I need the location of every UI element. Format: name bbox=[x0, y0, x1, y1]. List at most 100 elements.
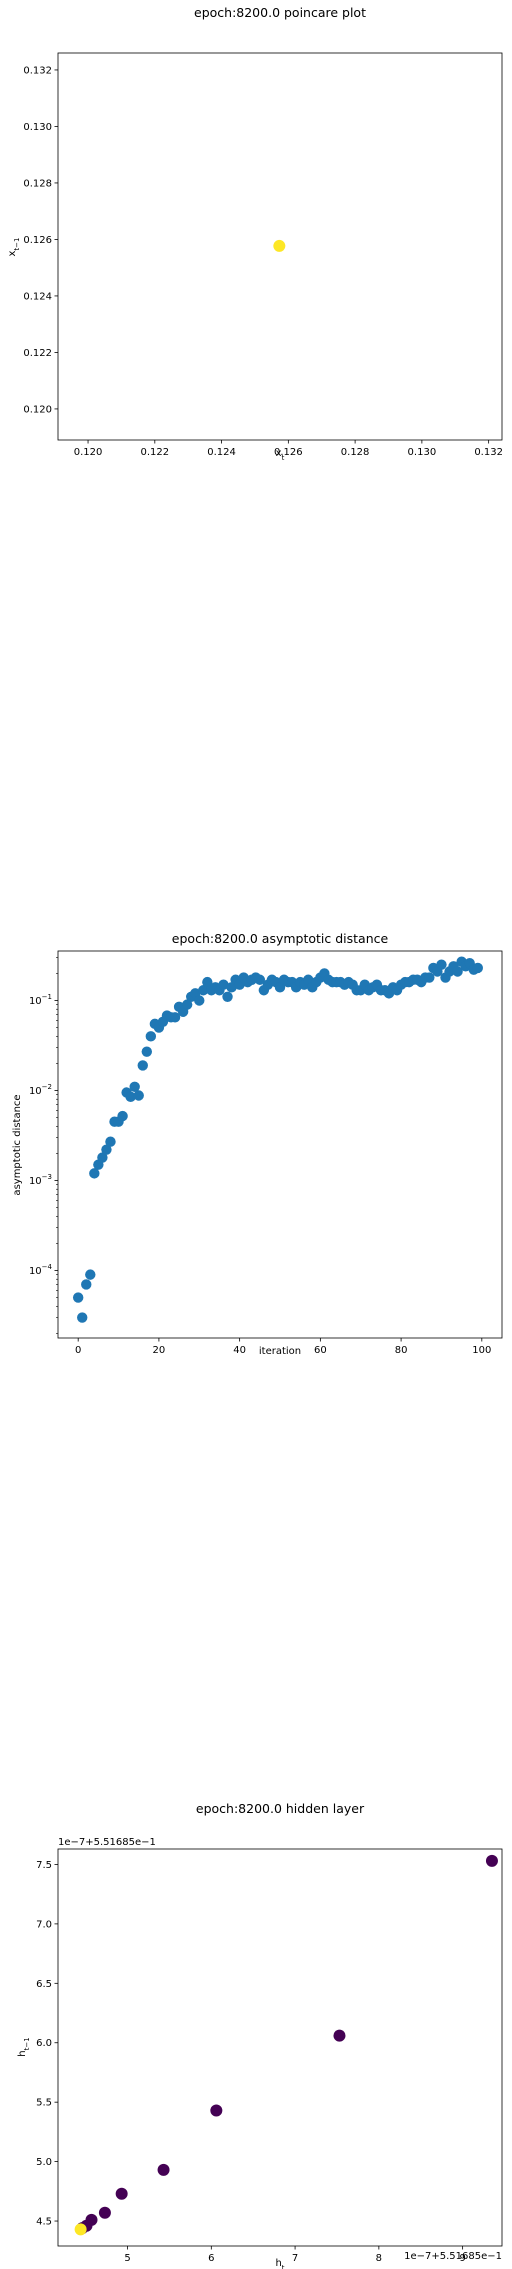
y-tick-label: 7.0 bbox=[36, 1919, 52, 1930]
y-tick-label: 7.5 bbox=[36, 1860, 52, 1871]
x-tick-label: 9 bbox=[459, 2253, 465, 2264]
distance-point bbox=[117, 1110, 128, 1122]
y-tick-label: 0.122 bbox=[23, 348, 52, 359]
y-tick-exp: −2 bbox=[42, 1083, 52, 1091]
y-tick-base: 10 bbox=[29, 1266, 42, 1277]
y-tick-label: 10−1 bbox=[29, 993, 52, 1007]
hidden-layer-point bbox=[210, 2104, 223, 2117]
distance-point bbox=[97, 1152, 108, 1163]
x-tick-label: 0.122 bbox=[140, 447, 169, 458]
hidden-layer-y-ticks: 4.5 5.0 5.5 6.0 6.5 7.0 7.5 bbox=[36, 1860, 58, 2228]
hidden-layer-title: epoch:8200.0 hidden layer bbox=[196, 1801, 365, 1816]
hidden-layer-axes bbox=[57, 1848, 503, 2247]
distance-point bbox=[129, 1081, 140, 1092]
distance-point bbox=[452, 966, 463, 977]
hidden-layer-point bbox=[115, 2187, 128, 2200]
distance-point bbox=[89, 1168, 100, 1179]
poincare-plot-ylabel-sub: t−1 bbox=[13, 238, 21, 251]
x-tick-label: 20 bbox=[153, 1345, 166, 1356]
hidden-layer-x-offset: 1e−7+5.51685e−1 bbox=[404, 2251, 502, 2262]
hidden-layer-x-ticks: 5 6 7 8 9 bbox=[124, 2246, 466, 2264]
distance-point bbox=[194, 995, 205, 1006]
hidden-layer-xlabel: ht bbox=[275, 2258, 284, 2269]
y-tick-exp: −3 bbox=[42, 1173, 52, 1181]
hidden-layer-point bbox=[485, 1854, 498, 1867]
asymptotic-distance-y-ticks: 10−410−310−210−1 bbox=[29, 957, 58, 1334]
y-tick-base: 10 bbox=[29, 1176, 42, 1187]
asymptotic-distance-plot: epoch:8200.0 asymptotic distance 0 20 40 60… bbox=[12, 931, 503, 1357]
x-tick-label: 8 bbox=[376, 2253, 382, 2264]
hidden-layer-points bbox=[74, 1854, 498, 2236]
asymptotic-distance-title: epoch:8200.0 asymptotic distance bbox=[172, 931, 389, 946]
y-tick-label: 10−2 bbox=[29, 1083, 52, 1097]
poincare-plot: epoch:8200.0 poincare plot 0.120 0.122 0.1… bbox=[7, 5, 503, 462]
y-tick-label: 0.126 bbox=[23, 235, 52, 246]
y-tick-exp: −1 bbox=[42, 993, 52, 1001]
hidden-layer-point bbox=[333, 2029, 346, 2042]
y-tick-label: 0.124 bbox=[23, 291, 52, 302]
asymptotic-distance-axes bbox=[57, 950, 503, 1339]
distance-point bbox=[424, 972, 435, 983]
poincare-point bbox=[273, 239, 286, 252]
hidden-layer-y-offset: 1e−7+5.51685e−1 bbox=[58, 1837, 156, 1848]
poincare-plot-points bbox=[273, 239, 286, 252]
x-tick-label: 0.128 bbox=[341, 447, 370, 458]
y-tick-label: 6.5 bbox=[36, 1979, 52, 1990]
distance-point bbox=[181, 999, 193, 1010]
distance-point bbox=[145, 1031, 157, 1042]
poincare-plot-axes bbox=[57, 52, 503, 441]
poincare-plot-title: epoch:8200.0 poincare plot bbox=[194, 5, 366, 20]
x-tick-label: 0 bbox=[75, 1345, 81, 1356]
distance-point bbox=[81, 1279, 92, 1290]
distance-point bbox=[85, 1269, 96, 1280]
x-tick-label: 6 bbox=[208, 2253, 214, 2264]
distance-point bbox=[472, 962, 483, 974]
y-tick-label: 0.120 bbox=[23, 404, 52, 415]
hidden-layer-point bbox=[74, 2223, 87, 2236]
y-tick-label: 6.0 bbox=[36, 2038, 52, 2049]
x-tick-label: 40 bbox=[233, 1345, 246, 1356]
y-tick-base: 10 bbox=[29, 1086, 42, 1097]
distance-point bbox=[101, 1144, 112, 1155]
distance-point bbox=[125, 1091, 136, 1103]
x-tick-label: 0.126 bbox=[274, 447, 303, 458]
distance-point bbox=[254, 974, 266, 985]
x-tick-label: 0.130 bbox=[408, 447, 437, 458]
hidden-layer-ylabel: ht−1 bbox=[17, 2037, 31, 2056]
distance-point bbox=[137, 1060, 148, 1071]
y-tick-label: 10−4 bbox=[29, 1263, 53, 1277]
asymptotic-distance-ylabel: asymptotic distance bbox=[12, 1094, 23, 1195]
y-tick-label: 0.132 bbox=[23, 65, 52, 76]
x-tick-label: 5 bbox=[124, 2253, 130, 2264]
y-tick-base: 10 bbox=[29, 996, 42, 1007]
asymptotic-distance-points bbox=[72, 956, 483, 1323]
hidden-layer-ylabel-sub: t−1 bbox=[23, 2037, 31, 2050]
y-tick-label: 10−3 bbox=[29, 1173, 52, 1187]
distance-point bbox=[222, 991, 233, 1002]
distance-point bbox=[436, 959, 447, 970]
x-tick-label: 60 bbox=[314, 1345, 327, 1356]
y-tick-exp: −4 bbox=[42, 1263, 53, 1271]
distance-point bbox=[202, 976, 213, 988]
distance-point bbox=[141, 1046, 152, 1057]
y-tick-label: 5.5 bbox=[36, 2098, 52, 2109]
x-tick-label: 80 bbox=[395, 1345, 408, 1356]
asymptotic-distance-xlabel: iteration bbox=[259, 1346, 301, 1357]
hidden-layer-point bbox=[98, 2206, 111, 2219]
y-tick-label: 5.0 bbox=[36, 2157, 52, 2168]
poincare-plot-ylabel: xt−1 bbox=[7, 238, 21, 257]
distance-point bbox=[77, 1312, 88, 1323]
distance-point bbox=[105, 1136, 116, 1147]
hidden-layer-plot: epoch:8200.0 hidden layer 1e−7+5.51685e−… bbox=[17, 1801, 503, 2269]
poincare-plot-y-ticks: 0.120 0.122 0.124 0.126 0.128 0.130 0.132 bbox=[23, 65, 58, 415]
y-tick-label: 0.128 bbox=[23, 178, 52, 189]
y-tick-label: 4.5 bbox=[36, 2217, 52, 2228]
x-tick-label: 7 bbox=[292, 2253, 298, 2264]
y-tick-label: 0.130 bbox=[23, 122, 52, 133]
distance-point bbox=[133, 1090, 144, 1101]
x-tick-label: 0.120 bbox=[74, 447, 103, 458]
hidden-layer-point bbox=[157, 2163, 170, 2176]
x-tick-label: 100 bbox=[472, 1345, 491, 1356]
poincare-plot-xlabel: xt bbox=[276, 448, 285, 462]
